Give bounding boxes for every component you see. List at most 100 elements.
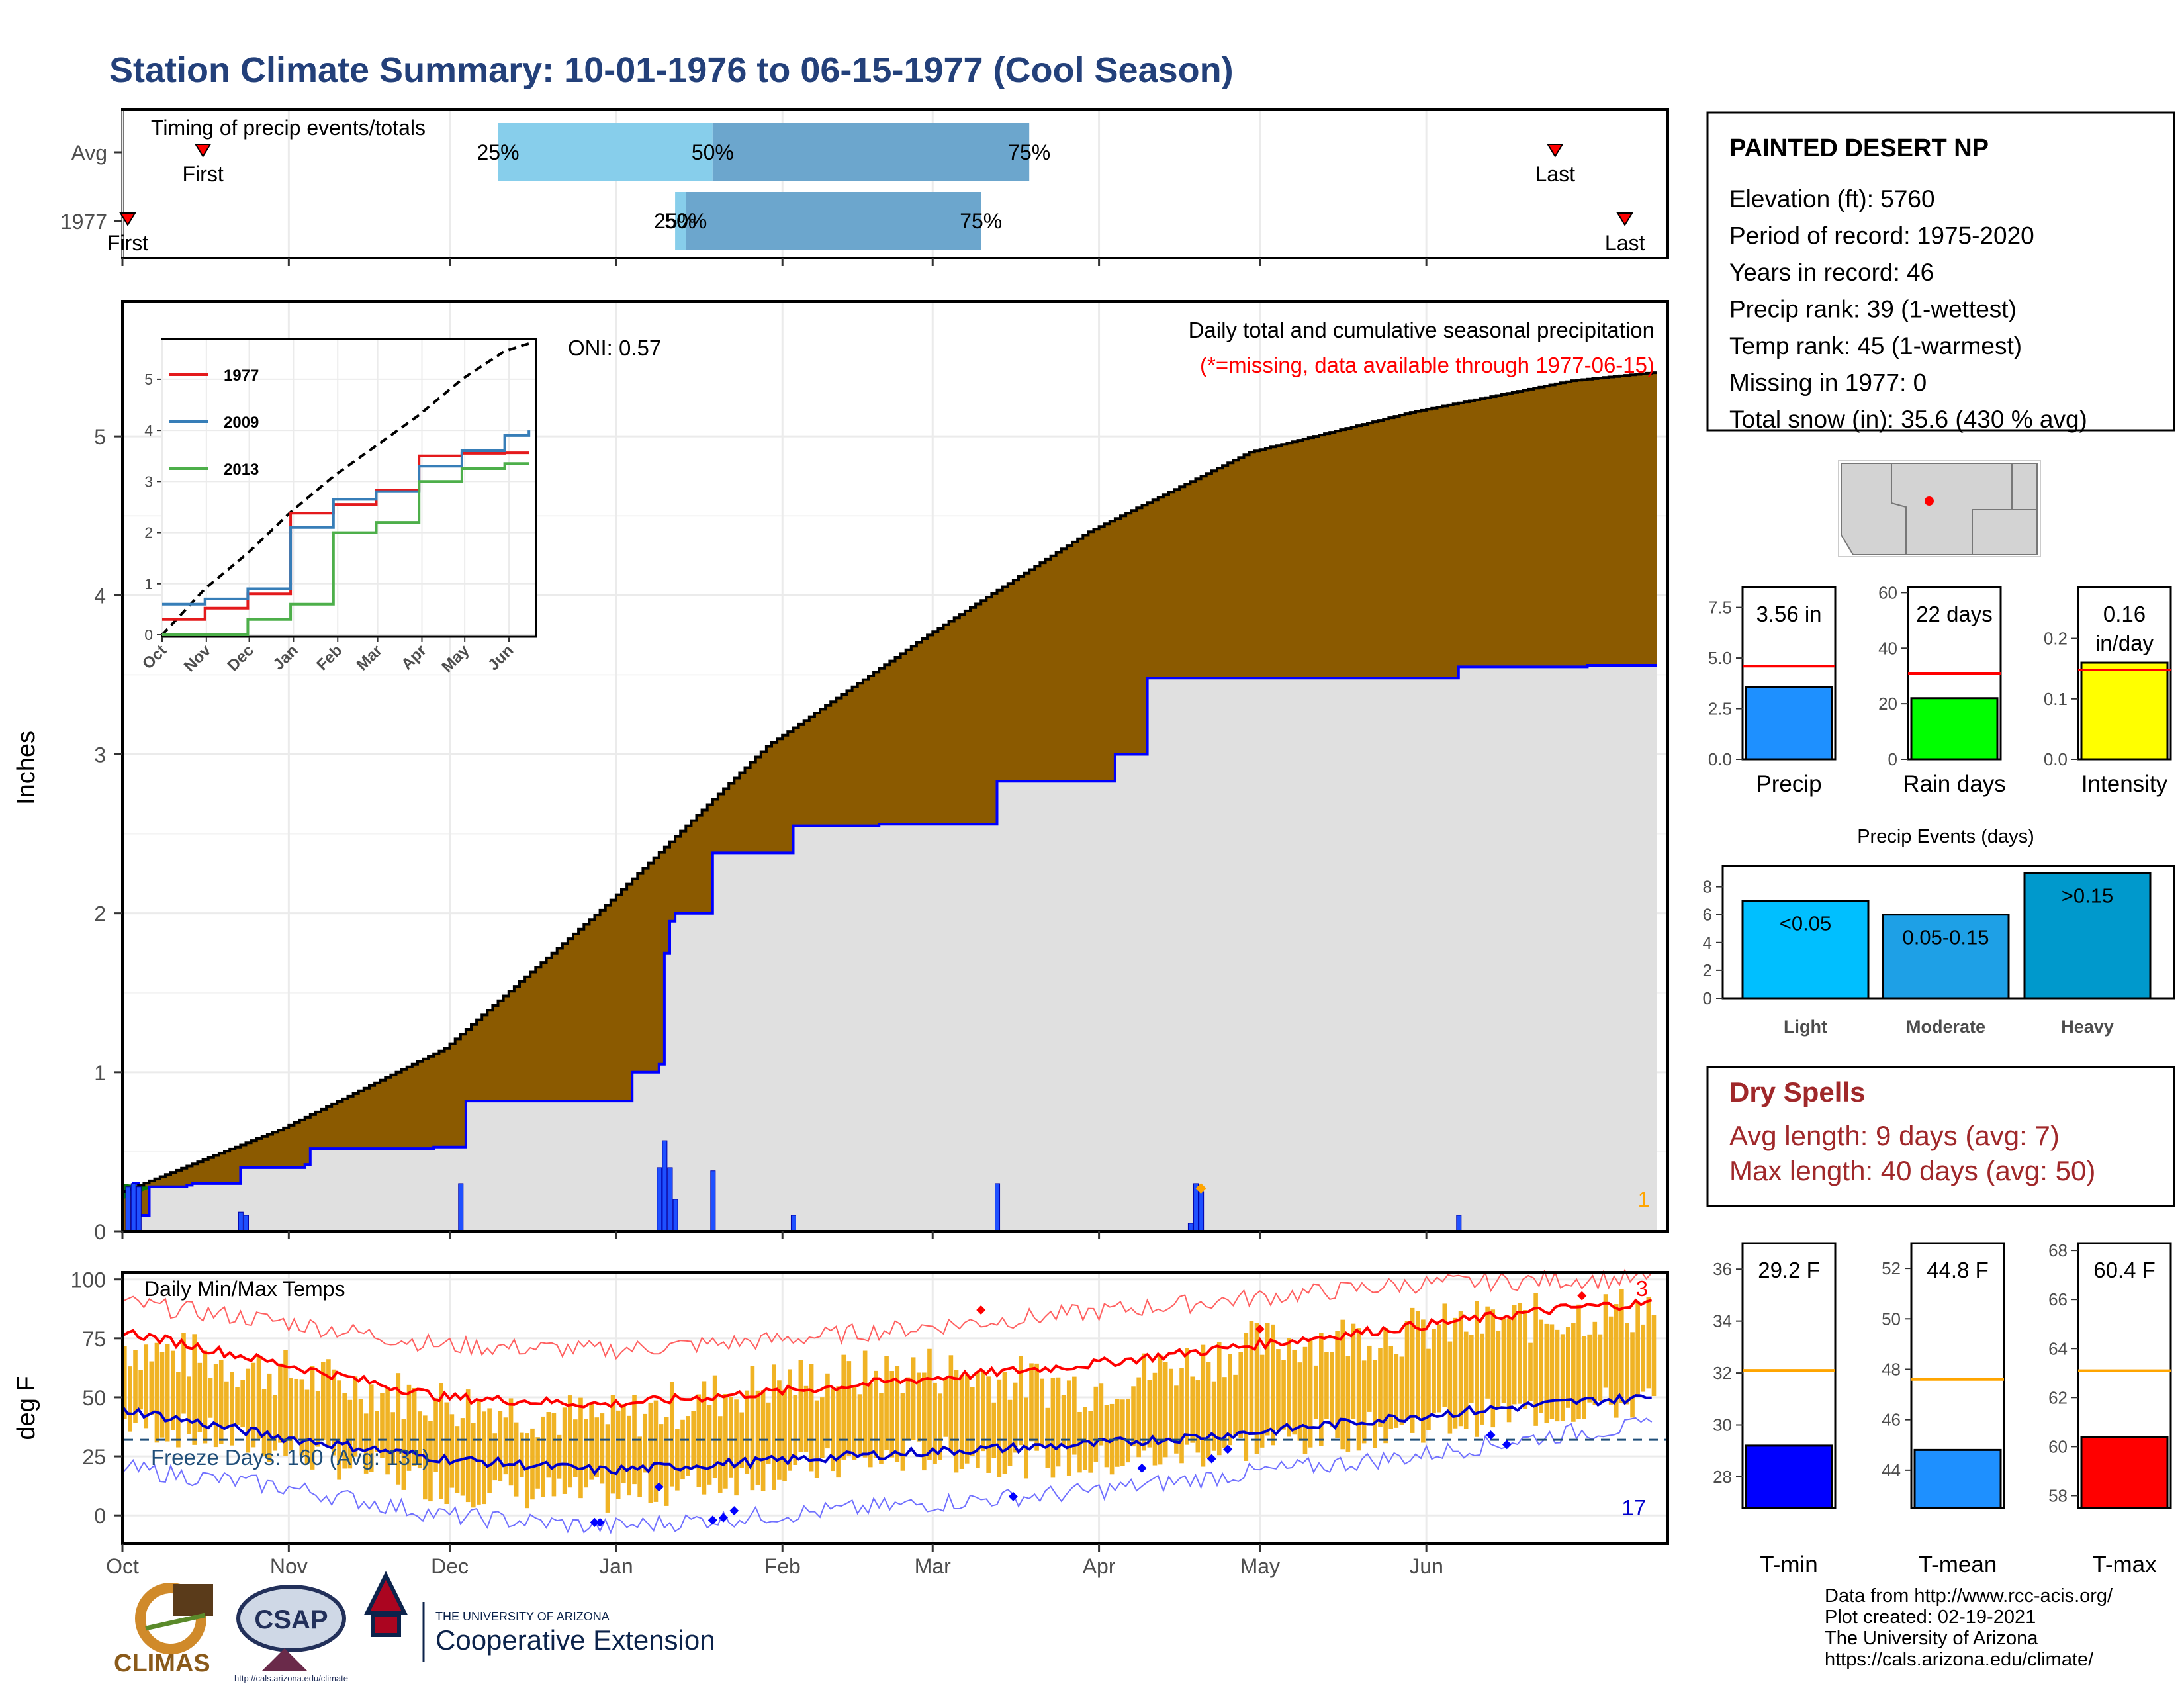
- inset-frame: [161, 338, 537, 638]
- daily-precip-bar: [667, 1167, 673, 1232]
- csap-logo: CSAP http://cals.arizona.edu/climate: [234, 1585, 348, 1683]
- temp-daily-bars: [122, 1289, 1657, 1513]
- events-y-tick-label: 6: [1703, 905, 1712, 925]
- temp-day-bar: [927, 1348, 932, 1460]
- temp-day-bar: [627, 1415, 631, 1496]
- record-low-marker: [654, 1482, 664, 1492]
- mini-chart-y-tick-label: 0.2: [2044, 629, 2068, 649]
- mini-chart-y-tick-label: 58: [2048, 1485, 2068, 1505]
- credit-line: The University of Arizona: [1825, 1628, 2038, 1649]
- mini-chart-precip: 0.0 2.5 5.0 7.5 3.56 in Precip: [1708, 586, 1837, 797]
- temp-day-bar: [1056, 1377, 1061, 1467]
- temp-day-bar: [315, 1391, 320, 1447]
- temp-day-bar: [841, 1354, 846, 1460]
- temp-day-bar: [825, 1373, 830, 1449]
- temp-day-bar: [959, 1374, 964, 1469]
- temp-day-bar: [1373, 1360, 1377, 1448]
- daily-precip-bar: [136, 1186, 142, 1232]
- temp-day-bar: [621, 1404, 626, 1484]
- temp-day-bar: [1147, 1380, 1152, 1448]
- credit-line: Plot created: 02-19-2021: [1825, 1607, 2036, 1628]
- temp-day-bar: [465, 1389, 471, 1503]
- temp-day-bar: [772, 1364, 776, 1490]
- temp-day-bar: [970, 1387, 975, 1456]
- temp-day-bar: [197, 1362, 203, 1432]
- avg-max-line: [121, 1298, 1653, 1409]
- temp-day-bar: [976, 1371, 980, 1468]
- temp-day-bar: [1447, 1341, 1453, 1434]
- temp-day-bar: [1120, 1399, 1125, 1466]
- temp-day-bar: [1598, 1334, 1603, 1401]
- temp-day-bar: [1442, 1303, 1447, 1407]
- csap-mountain: [261, 1648, 308, 1671]
- events-bar: [1741, 900, 1870, 1000]
- temp-day-bar: [948, 1355, 954, 1451]
- temp-day-bar: [332, 1369, 336, 1456]
- temp-day-bar: [396, 1373, 401, 1485]
- daily-precip-bar: [657, 1167, 662, 1232]
- mini-chart-y-tick-label: 40: [1878, 638, 1897, 658]
- mini-chart-t-mean: 44 46 48 50 52 44.8 F T-mean: [1882, 1242, 2005, 1577]
- inset-legend-label: 2009: [224, 414, 259, 432]
- temp-day-bar: [1539, 1319, 1544, 1413]
- temp-day-bar: [412, 1387, 417, 1466]
- temp-day-bar: [1083, 1407, 1087, 1470]
- mini-chart-y-tick-label: 48: [1882, 1359, 1901, 1379]
- temp-day-bar: [879, 1393, 884, 1464]
- temp-day-bar: [1367, 1345, 1372, 1412]
- temp-day-bar: [1437, 1324, 1441, 1413]
- mini-chart-y-tick-label: 28: [1713, 1467, 1732, 1487]
- temp-day-bar: [1206, 1362, 1211, 1458]
- temp-day-bar: [1174, 1385, 1179, 1454]
- mini-chart-y-tick-label: 50: [1882, 1309, 1901, 1329]
- timing-last-label: Last: [1535, 162, 1575, 186]
- temp-day-bar: [224, 1381, 229, 1429]
- events-y-tick-label: 2: [1703, 961, 1712, 980]
- temp-day-bar: [1050, 1377, 1056, 1478]
- temp-day-bar: [1211, 1381, 1216, 1451]
- temp-day-bar: [1158, 1354, 1163, 1465]
- temp-day-bar: [1603, 1294, 1608, 1388]
- mini-chart-value-label: 29.2 F: [1758, 1258, 1820, 1282]
- climas-ring: [135, 1583, 206, 1654]
- timing-first-marker: [119, 212, 136, 226]
- inset-legend-label: 1977: [224, 367, 259, 385]
- temp-day-bar: [326, 1359, 331, 1446]
- map-state-east: [1972, 509, 2038, 555]
- mini-chart-name: Precip: [1756, 771, 1821, 797]
- temp-day-bar: [1029, 1363, 1034, 1442]
- temp-day-bar: [766, 1402, 771, 1465]
- record-low-marker: [707, 1515, 717, 1525]
- temp-day-bar: [1421, 1319, 1426, 1443]
- daily-precip-bar: [1193, 1183, 1199, 1232]
- dry-spells: Dry Spells Avg length: 9 days (avg: 7) M…: [1706, 1066, 2175, 1207]
- record-high-marker: [1577, 1291, 1587, 1301]
- mini-chart-t-max: 58 60 62 64 66 68 60.4 F T-max: [2048, 1241, 2172, 1577]
- csap-url: http://cals.arizona.edu/climate: [234, 1673, 348, 1683]
- temp-day-bar: [857, 1394, 862, 1454]
- inset-1977-line: [162, 451, 529, 621]
- mini-chart-y-tick-label: 7.5: [1708, 598, 1732, 618]
- temp-day-bar: [1190, 1376, 1195, 1443]
- csap-label: CSAP: [254, 1605, 328, 1634]
- temp-day-bar: [541, 1416, 546, 1497]
- temp-day-bar: [289, 1378, 293, 1451]
- record-low-marker: [595, 1517, 605, 1527]
- temp-day-bar: [477, 1399, 481, 1505]
- temp-day-bar: [401, 1419, 406, 1490]
- temp-day-bar: [1271, 1324, 1275, 1446]
- mini-chart-t-min: 28 30 32 34 36 29.2 F T-min: [1713, 1242, 1837, 1577]
- temp-day-bar: [905, 1377, 911, 1441]
- temp-day-bar: [149, 1361, 154, 1415]
- temp-day-bar: [954, 1370, 959, 1473]
- temp-day-bar: [1007, 1399, 1013, 1466]
- month-tick-label: Mar: [915, 1554, 951, 1578]
- temp-frame: [121, 1271, 1669, 1545]
- temp-day-bar: [584, 1418, 588, 1488]
- month-axis: Oct Nov Dec Jan Feb Mar Apr May Jun: [106, 1544, 1443, 1578]
- temp-day-bar: [433, 1398, 438, 1472]
- mini-chart-value-label: 60.4 F: [2093, 1258, 2156, 1282]
- daily-precip-bar: [125, 1186, 131, 1232]
- temp-day-bar: [933, 1382, 937, 1464]
- month-tick-label: Jan: [599, 1554, 633, 1578]
